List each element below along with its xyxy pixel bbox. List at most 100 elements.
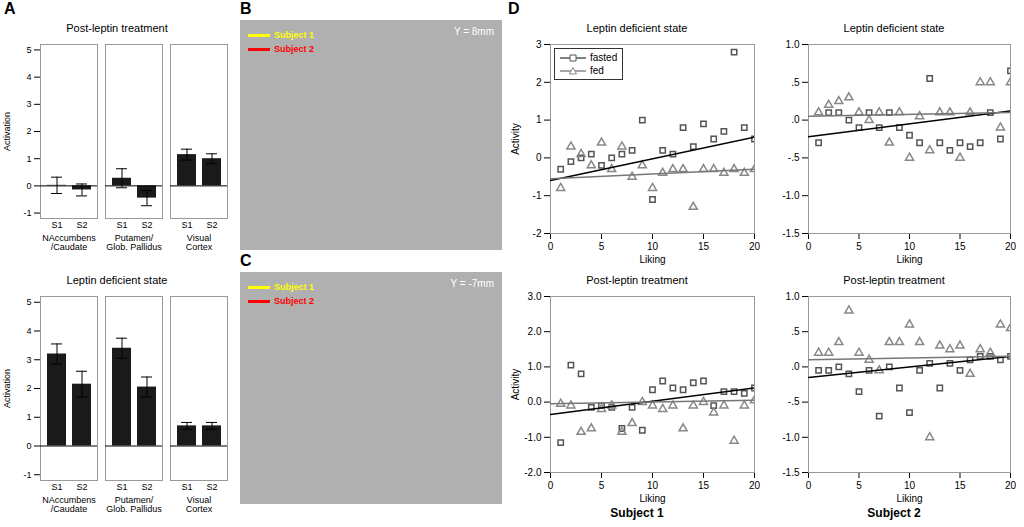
svg-text:S2: S2 xyxy=(206,220,217,230)
svg-text:-1: -1 xyxy=(23,208,31,218)
html-text:Y = -7mm: Y = -7mm xyxy=(450,278,494,289)
svg-text:S1: S1 xyxy=(181,482,192,492)
svg-text:Activation: Activation xyxy=(2,369,12,408)
svg-text:3: 3 xyxy=(26,99,31,109)
svg-text:2.0: 2.0 xyxy=(528,326,542,337)
svg-text:1: 1 xyxy=(536,114,542,125)
svg-text:0: 0 xyxy=(548,241,554,252)
svg-text:Activity: Activity xyxy=(510,123,521,155)
html-text:Leptin deficient state: Leptin deficient state xyxy=(66,274,168,286)
svg-text:5: 5 xyxy=(599,241,605,252)
html-text:A: A xyxy=(4,0,16,17)
svg-text:Liking: Liking xyxy=(639,254,665,265)
svg-text:20: 20 xyxy=(1005,480,1017,491)
svg-text:1: 1 xyxy=(26,154,31,164)
svg-text:15: 15 xyxy=(954,241,966,252)
svg-text:-1.0: -1.0 xyxy=(524,432,542,443)
svg-text:.0: .0 xyxy=(791,114,800,125)
svg-text:NAccumbens/Caudate: NAccumbens/Caudate xyxy=(42,233,96,252)
html-text:fed: fed xyxy=(590,65,604,76)
svg-text:0: 0 xyxy=(26,441,31,451)
html-text:Leptin deficient state: Leptin deficient state xyxy=(586,22,688,34)
svg-text:5: 5 xyxy=(856,241,862,252)
html-text:Post-leptin treatment: Post-leptin treatment xyxy=(586,274,688,286)
svg-text:0: 0 xyxy=(806,480,812,491)
svg-text:1.0: 1.0 xyxy=(528,361,542,372)
svg-text:20: 20 xyxy=(749,241,761,252)
svg-text:S1: S1 xyxy=(51,220,62,230)
svg-text:-1: -1 xyxy=(533,190,542,201)
svg-text:S1: S1 xyxy=(116,482,127,492)
svg-text:10: 10 xyxy=(904,480,916,491)
svg-text:3: 3 xyxy=(536,39,542,50)
html-text:Y = 8mm: Y = 8mm xyxy=(453,26,494,37)
svg-text:10: 10 xyxy=(904,241,916,252)
svg-text:Liking: Liking xyxy=(896,493,922,504)
svg-text:-.5: -.5 xyxy=(788,396,800,407)
svg-text:S2: S2 xyxy=(206,482,217,492)
svg-text:3: 3 xyxy=(26,355,31,365)
svg-text:-2: -2 xyxy=(533,228,542,239)
svg-text:Putamen/Glob. Pallidus: Putamen/Glob. Pallidus xyxy=(106,495,162,514)
svg-text:-1: -1 xyxy=(23,470,31,480)
html-text:Post-leptin treatment: Post-leptin treatment xyxy=(843,274,945,286)
svg-text:10: 10 xyxy=(647,241,659,252)
svg-text:2: 2 xyxy=(26,126,31,136)
svg-text:VisualCortex: VisualCortex xyxy=(186,233,213,252)
html-text:Leptin deficient state: Leptin deficient state xyxy=(843,22,945,34)
svg-text:Putamen/Glob. Pallidus: Putamen/Glob. Pallidus xyxy=(106,233,162,252)
svg-text:1: 1 xyxy=(26,412,31,422)
svg-text:5: 5 xyxy=(599,480,605,491)
svg-text:-1.0: -1.0 xyxy=(782,190,800,201)
svg-text:S2: S2 xyxy=(76,482,87,492)
svg-text:S2: S2 xyxy=(76,220,87,230)
svg-text:2: 2 xyxy=(536,77,542,88)
html-text:B: B xyxy=(240,0,252,17)
svg-text:20: 20 xyxy=(1005,241,1017,252)
html-text:Subject 2: Subject 2 xyxy=(867,506,921,520)
svg-text:15: 15 xyxy=(954,480,966,491)
svg-text:5: 5 xyxy=(26,45,31,55)
svg-text:.5: .5 xyxy=(791,77,800,88)
svg-text:-1.0: -1.0 xyxy=(782,432,800,443)
svg-text:10: 10 xyxy=(647,480,659,491)
svg-text:4: 4 xyxy=(26,326,31,336)
svg-text:S2: S2 xyxy=(141,220,152,230)
svg-text:Liking: Liking xyxy=(896,254,922,265)
html-text:Subject 1: Subject 1 xyxy=(610,506,664,520)
svg-text:1.0: 1.0 xyxy=(786,291,800,302)
html-text:Post-leptin treatment: Post-leptin treatment xyxy=(66,22,168,34)
svg-text:3.0: 3.0 xyxy=(528,291,542,302)
svg-text:S1: S1 xyxy=(181,220,192,230)
svg-text:5: 5 xyxy=(856,480,862,491)
svg-text:-1.5: -1.5 xyxy=(782,467,800,478)
svg-text:-.5: -.5 xyxy=(788,152,800,163)
svg-text:2: 2 xyxy=(26,383,31,393)
html-text:D: D xyxy=(508,0,520,17)
svg-text:15: 15 xyxy=(698,241,710,252)
svg-text:0: 0 xyxy=(548,480,554,491)
svg-text:5: 5 xyxy=(26,297,31,307)
svg-text:Activation: Activation xyxy=(2,112,12,151)
svg-text:-1.5: -1.5 xyxy=(782,228,800,239)
svg-text:20: 20 xyxy=(749,480,761,491)
html-text:C: C xyxy=(240,252,252,269)
svg-text:Liking: Liking xyxy=(639,493,665,504)
svg-text:4: 4 xyxy=(26,72,31,82)
svg-text:.0: .0 xyxy=(791,361,800,372)
svg-text:15: 15 xyxy=(698,480,710,491)
svg-text:-2.0: -2.0 xyxy=(524,467,542,478)
svg-text:0: 0 xyxy=(806,241,812,252)
svg-text:0: 0 xyxy=(26,181,31,191)
svg-text:1.0: 1.0 xyxy=(786,39,800,50)
svg-text:S2: S2 xyxy=(141,482,152,492)
svg-text:0: 0 xyxy=(536,152,542,163)
svg-text:0.0: 0.0 xyxy=(528,396,542,407)
svg-text:NAccumbens/Caudate: NAccumbens/Caudate xyxy=(42,495,96,514)
svg-text:.5: .5 xyxy=(791,326,800,337)
svg-text:VisualCortex: VisualCortex xyxy=(186,495,213,514)
svg-text:Activity: Activity xyxy=(510,369,521,401)
svg-text:S1: S1 xyxy=(116,220,127,230)
svg-text:S1: S1 xyxy=(51,482,62,492)
html-text:fasted: fasted xyxy=(590,52,618,63)
